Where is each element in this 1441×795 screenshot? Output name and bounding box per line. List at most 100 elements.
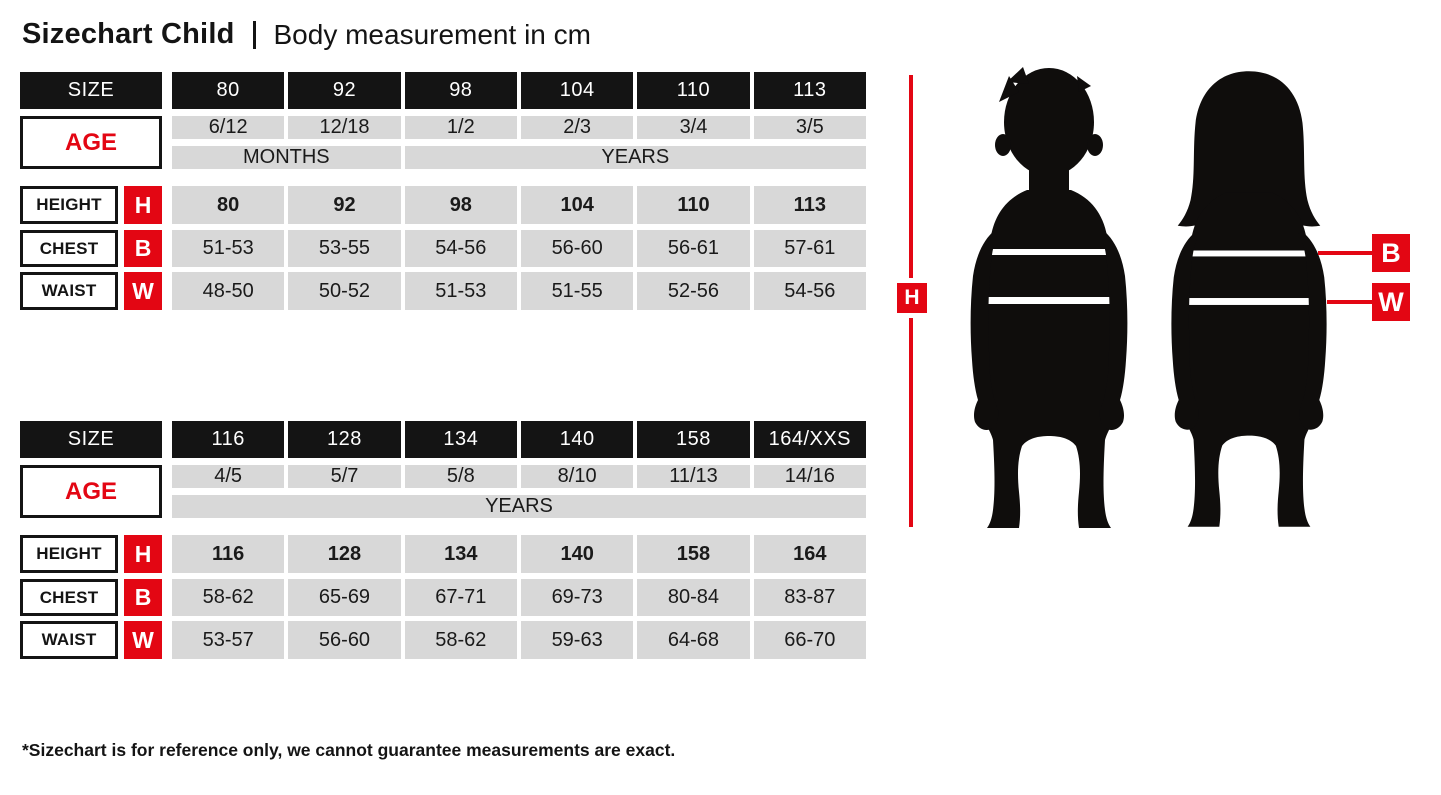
size-value-cell: 113 [753,72,866,109]
height-value-cell: 80 [172,186,285,224]
chest-value-cell: 58-62 [172,579,285,616]
waist-measure-line [1327,300,1374,304]
height-label: HEIGHT [20,186,118,224]
age-value-cell: 5/7 [288,465,401,488]
waist-code-badge: W [124,272,162,310]
height-measure-line-bottom [909,318,913,527]
disclaimer-note: *Sizechart is for reference only, we can… [22,740,676,760]
size-header-row: SIZE 116 128 134 140 158 164/XXS [20,421,866,458]
chest-value-cell: 67-71 [404,579,517,616]
size-value-cell: 140 [520,421,634,458]
page-header: Sizechart Child Body measurement in cm [22,18,591,51]
boy-chest-line [986,249,1112,255]
height-value-cell: 116 [172,535,285,573]
age-value-cell: 4/5 [172,465,285,488]
age-value-cell: 11/13 [637,465,750,488]
chest-marker-badge: B [1372,234,1410,272]
height-row: HEIGHT H 80 92 98 104 110 113 [20,186,866,224]
size-header-label: SIZE [20,421,162,458]
height-value-cell: 110 [637,186,750,224]
waist-value-cell: 59-63 [520,621,634,659]
height-label: HEIGHT [20,535,118,573]
age-value-cell: 5/8 [404,465,517,488]
size-table-infant: SIZE 80 92 98 104 110 113 AGE 6/12 12/18 1/2 2/3… [20,72,866,310]
waist-value-cell: 54-56 [753,272,866,310]
waist-code-badge: W [124,621,162,659]
chest-row: CHEST B 58-62 65-69 67-71 69-73 80-84 83-87 [20,579,866,616]
age-unit-cell: YEARS [404,146,866,169]
size-table-kids: SIZE 116 128 134 140 158 164/XXS AGE 4/5 5/7 5/… [20,421,866,659]
waist-label: WAIST [20,621,118,659]
height-value-cell: 158 [637,535,750,573]
size-value-cell: 164/XXS [753,421,866,458]
size-value-cell: 134 [404,421,517,458]
chest-code-badge: B [124,579,162,616]
size-header-row: SIZE 80 92 98 104 110 113 [20,72,866,109]
waist-marker-badge: W [1372,283,1410,321]
waist-value-cell: 58-62 [404,621,517,659]
chest-value-cell: 56-60 [520,230,634,267]
height-marker-badge: H [897,283,927,313]
chest-value-cell: 65-69 [288,579,401,616]
size-value-cell: 128 [288,421,401,458]
waist-label: WAIST [20,272,118,310]
girl-chest-line [1186,250,1312,257]
size-value-cell: 98 [404,72,517,109]
age-header-label: AGE [20,465,162,518]
size-value-cell: 158 [637,421,750,458]
height-value-cell: 113 [753,186,866,224]
chest-label: CHEST [20,579,118,616]
waist-value-cell: 51-53 [404,272,517,310]
chest-value-cell: 83-87 [753,579,866,616]
chest-label: CHEST [20,230,118,267]
chest-value-cell: 56-61 [637,230,750,267]
waist-row: WAIST W 48-50 50-52 51-53 51-55 52-56 54-56 [20,272,866,310]
girl-silhouette [1171,71,1327,527]
waist-value-cell: 56-60 [288,621,401,659]
age-value-cell: 3/4 [637,116,750,139]
age-header-label: AGE [20,116,162,169]
height-code-badge: H [124,186,162,224]
age-value-cell: 3/5 [753,116,866,139]
size-value-cell: 116 [172,421,285,458]
height-value-cell: 128 [288,535,401,573]
waist-value-cell: 66-70 [753,621,866,659]
boy-waist-line [985,297,1113,304]
height-value-cell: 104 [520,186,634,224]
height-code-badge: H [124,535,162,573]
age-value-cell: 2/3 [520,116,634,139]
waist-value-cell: 48-50 [172,272,285,310]
height-value-cell: 164 [753,535,866,573]
size-value-cell: 110 [637,72,750,109]
age-unit-cell: MONTHS [172,146,401,169]
page-subtitle: Body measurement in cm [273,18,591,50]
waist-value-cell: 52-56 [637,272,750,310]
age-section: AGE 4/5 5/7 5/8 8/10 11/13 14/16 YEARS [20,465,866,518]
size-value-cell: 80 [172,72,285,109]
age-value-cell: 8/10 [520,465,634,488]
title-divider [252,20,256,49]
age-value-cell: 14/16 [753,465,866,488]
girl-waist-line [1185,298,1313,305]
height-measure-line-top [909,75,913,278]
chest-value-cell: 57-61 [753,230,866,267]
waist-value-cell: 51-55 [520,272,634,310]
age-value-cell: 6/12 [172,116,285,139]
size-value-cell: 92 [288,72,401,109]
chest-value-cell: 53-55 [288,230,401,267]
chest-measure-line [1318,251,1374,255]
page-title: Sizechart Child [22,18,235,50]
height-value-cell: 98 [404,186,517,224]
chest-value-cell: 54-56 [404,230,517,267]
height-value-cell: 92 [288,186,401,224]
chest-value-cell: 51-53 [172,230,285,267]
chest-row: CHEST B 51-53 53-55 54-56 56-60 56-61 57-61 [20,230,866,267]
chest-value-cell: 80-84 [637,579,750,616]
size-header-label: SIZE [20,72,162,109]
age-unit-cell: YEARS [172,495,866,518]
size-value-cell: 104 [520,72,634,109]
height-value-cell: 134 [404,535,517,573]
height-row: HEIGHT H 116 128 134 140 158 164 [20,535,866,573]
waist-value-cell: 53-57 [172,621,285,659]
waist-row: WAIST W 53-57 56-60 58-62 59-63 64-68 66-70 [20,621,866,659]
